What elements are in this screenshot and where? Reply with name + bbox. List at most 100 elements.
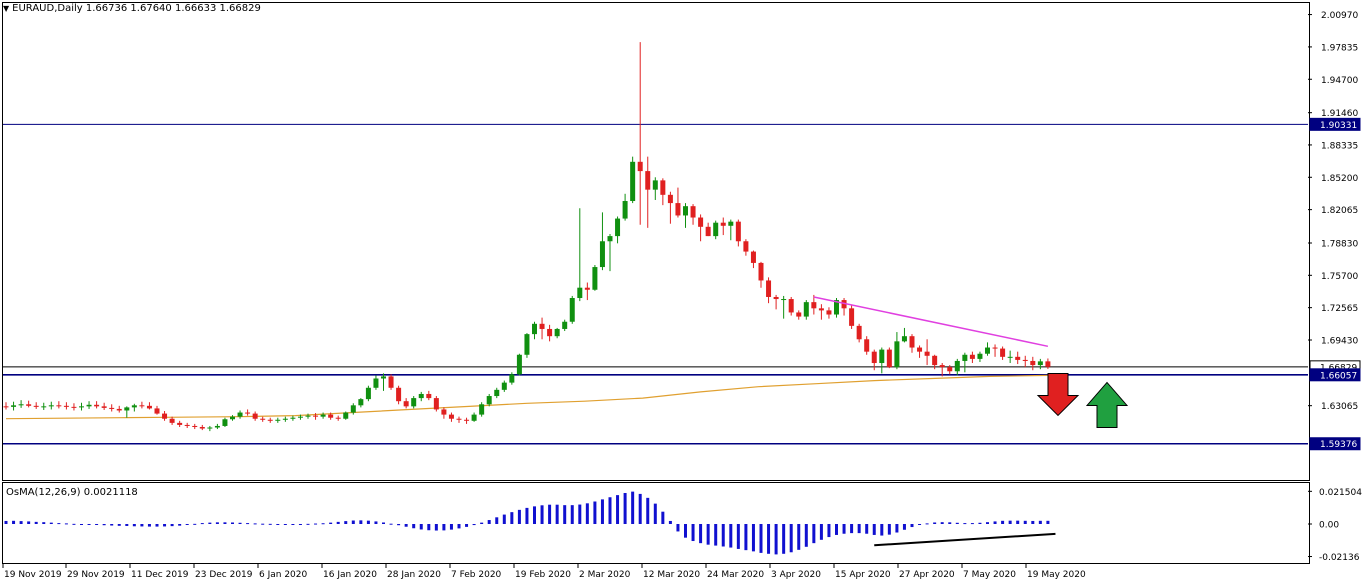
osma-bar <box>736 524 740 549</box>
candle-body <box>909 336 915 348</box>
candle-body <box>486 396 492 405</box>
y-tick-label: 1.97835 <box>1321 43 1358 53</box>
osma-bar <box>298 524 302 525</box>
osma-bar <box>193 523 197 525</box>
osma-bar <box>865 524 869 534</box>
osma-bar <box>261 523 265 525</box>
candle-body <box>728 221 734 226</box>
collapse-triangle-icon[interactable]: ▼ <box>3 4 10 13</box>
time-axis: 19 Nov 2019 29 Nov 2019 11 Dec 2019 23 Dec … <box>2 564 1086 580</box>
candle-body <box>660 180 666 195</box>
candle-body <box>139 405 145 407</box>
candle-body <box>418 393 424 399</box>
candle-body <box>328 414 334 418</box>
osma-bar <box>993 521 997 524</box>
candle-body <box>18 404 24 406</box>
osma-bar <box>510 512 514 524</box>
candle-body <box>381 376 386 379</box>
candle-body <box>607 236 613 242</box>
osma-bar <box>751 524 755 552</box>
candle-body <box>1037 361 1043 366</box>
candle-body <box>1045 361 1051 367</box>
y-tick-label: 1.75700 <box>1321 272 1358 282</box>
candle-body <box>1030 360 1036 366</box>
close-value: 1.66829 <box>219 3 261 14</box>
price-label-box <box>1309 437 1361 451</box>
osma-bar <box>102 524 106 526</box>
candle-body <box>901 336 907 342</box>
candle-body <box>924 351 930 356</box>
candle-body <box>705 226 711 237</box>
candle-body <box>456 418 462 420</box>
candle-body <box>750 251 756 263</box>
candle-body <box>743 241 749 252</box>
candle-body <box>683 206 688 216</box>
candle-body <box>879 349 885 364</box>
osma-bar <box>344 521 348 524</box>
osma-bar <box>95 524 99 525</box>
candle-body <box>622 201 628 219</box>
osma-bar <box>835 524 838 535</box>
candle-body <box>532 323 537 335</box>
candle-body <box>222 419 228 426</box>
osma-bar <box>699 524 703 544</box>
osma-bar <box>163 524 167 527</box>
candle-body <box>86 404 92 407</box>
x-tick-label: 15 Apr 2020 <box>835 570 891 580</box>
candle-body <box>1007 356 1013 358</box>
osma-bar <box>1001 520 1005 524</box>
candle-body <box>864 339 870 352</box>
osma-bar <box>608 497 612 524</box>
osma-bar <box>661 511 665 524</box>
osma-bar <box>170 524 174 527</box>
y-tick-label: 1.88335 <box>1321 141 1358 151</box>
candle-body <box>260 418 266 420</box>
candle-body <box>698 217 704 227</box>
osma-bar <box>902 524 906 530</box>
high-value: 1.67640 <box>130 3 172 14</box>
x-tick-label: 11 Dec 2019 <box>131 570 189 580</box>
osma-bar <box>502 514 506 524</box>
osma-bar <box>600 499 604 524</box>
osma-bar <box>525 507 529 524</box>
candle-body <box>615 218 621 237</box>
osma-bar <box>12 520 16 524</box>
osma-bar <box>238 522 242 524</box>
y-tick-label: 1.63065 <box>1321 402 1358 412</box>
osma-bar <box>110 524 114 526</box>
candle-body <box>811 302 817 309</box>
osma-trendline <box>874 532 1056 547</box>
candle-body <box>539 323 545 329</box>
osma-bar <box>27 521 31 524</box>
osma-bar <box>49 522 53 524</box>
candle-body <box>932 355 938 366</box>
osma-bar <box>578 504 582 524</box>
candle-body <box>637 161 643 172</box>
x-tick-label: 23 Dec 2019 <box>195 570 253 580</box>
osma-bar <box>721 524 725 547</box>
candle-body <box>939 365 945 368</box>
osma-bar <box>706 524 710 545</box>
osma-bar <box>140 524 144 527</box>
x-tick-label: 2 Mar 2020 <box>579 570 631 580</box>
candle-body <box>569 298 575 322</box>
candle-body <box>962 354 968 361</box>
candle-body <box>365 387 371 400</box>
osma-bar <box>933 522 937 524</box>
osma-bar <box>427 524 431 531</box>
candle-body <box>562 321 568 329</box>
x-tick-label: 3 Apr 2020 <box>771 570 821 580</box>
osma-bar <box>487 520 491 524</box>
y-tick-label: 1.82065 <box>1321 206 1358 216</box>
price-label-box <box>1309 117 1361 131</box>
y-tick-label: 2.00970 <box>1321 11 1358 21</box>
candle-body <box>1000 348 1006 357</box>
x-tick-label: 19 May 2020 <box>1027 570 1086 580</box>
osma-bar <box>887 524 891 535</box>
osma-tick-label: -0.02136 <box>1319 553 1360 563</box>
osma-bar <box>540 505 544 524</box>
osma-bar <box>638 493 642 524</box>
osma-bar <box>548 504 552 524</box>
candle-body <box>584 287 590 290</box>
